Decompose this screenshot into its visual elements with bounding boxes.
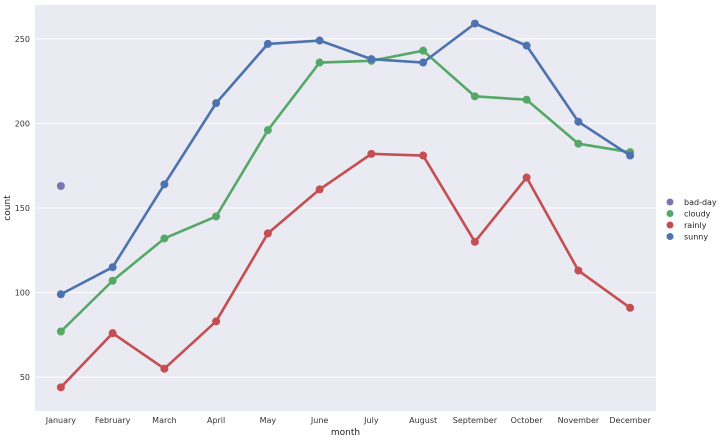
data-point (56, 290, 65, 299)
data-point (470, 19, 479, 28)
data-point (212, 99, 221, 108)
data-point (160, 364, 169, 373)
data-point (212, 317, 221, 326)
data-point (315, 58, 324, 67)
data-point (574, 117, 583, 126)
data-point (263, 229, 272, 238)
data-point (470, 237, 479, 246)
x-tick-label: December (609, 416, 651, 425)
series-cloudy (56, 46, 635, 336)
data-point (419, 46, 428, 55)
legend: bad-day cloudy rainly sunny (666, 198, 717, 242)
data-point (160, 234, 169, 243)
data-point (263, 126, 272, 135)
x-tick-label: May (260, 416, 277, 425)
data-point (574, 266, 583, 275)
y-tick-label: 200 (15, 119, 30, 128)
series-group (56, 19, 635, 392)
series-rainly (56, 149, 635, 392)
data-point (419, 58, 428, 67)
legend-marker (666, 221, 674, 229)
data-point (263, 39, 272, 48)
y-tick-label: 50 (20, 373, 30, 382)
data-point (315, 185, 324, 194)
legend-label: cloudy (684, 210, 711, 219)
y-tick-label: 250 (15, 35, 30, 44)
x-tick-label: March (152, 416, 176, 425)
series-line (60, 22, 631, 296)
x-tick-labels: January February March April May June July Augu… (45, 416, 652, 425)
x-tick-label: June (310, 416, 329, 425)
legend-label: rainly (684, 221, 707, 230)
y-axis-title: count (3, 195, 13, 221)
data-point (212, 212, 221, 221)
x-tick-label: January (45, 416, 77, 425)
x-axis-title: month (331, 428, 360, 438)
legend-item: rainly (666, 221, 707, 230)
y-tick-label: 150 (15, 204, 30, 213)
data-point (522, 41, 531, 50)
data-point (108, 329, 117, 338)
x-tick-label: February (95, 416, 131, 425)
data-point (56, 182, 65, 191)
x-tick-label: August (409, 416, 437, 425)
legend-label: bad-day (684, 198, 717, 207)
data-point (315, 36, 324, 45)
data-point (626, 151, 635, 160)
x-tick-label: April (207, 416, 225, 425)
data-point (56, 383, 65, 392)
x-tick-label: July (363, 416, 379, 425)
data-point (160, 180, 169, 189)
series-bad-day (56, 182, 65, 191)
legend-item: cloudy (666, 210, 711, 219)
series-line (59, 152, 631, 389)
series-sunny (56, 19, 635, 299)
legend-marker (666, 210, 674, 217)
gridlines (35, 38, 656, 378)
data-point (56, 327, 65, 336)
legend-label: sunny (684, 233, 708, 242)
y-tick-labels: 50 100 150 200 250 (15, 35, 30, 382)
data-point (574, 139, 583, 148)
legend-marker (666, 233, 674, 240)
data-point (522, 95, 531, 104)
x-tick-label: September (453, 416, 498, 425)
data-point (419, 151, 428, 160)
legend-item: sunny (666, 233, 708, 242)
x-tick-label: October (511, 416, 544, 425)
legend-item: bad-day (666, 198, 717, 207)
series-line (59, 49, 631, 333)
data-point (367, 149, 376, 158)
data-point (367, 55, 376, 64)
data-point (108, 276, 117, 285)
x-tick-label: November (558, 416, 600, 425)
data-point (470, 92, 479, 101)
y-tick-label: 100 (15, 289, 30, 298)
legend-marker (666, 198, 674, 206)
data-point (108, 263, 117, 272)
data-point (626, 303, 635, 312)
data-point (522, 173, 531, 182)
